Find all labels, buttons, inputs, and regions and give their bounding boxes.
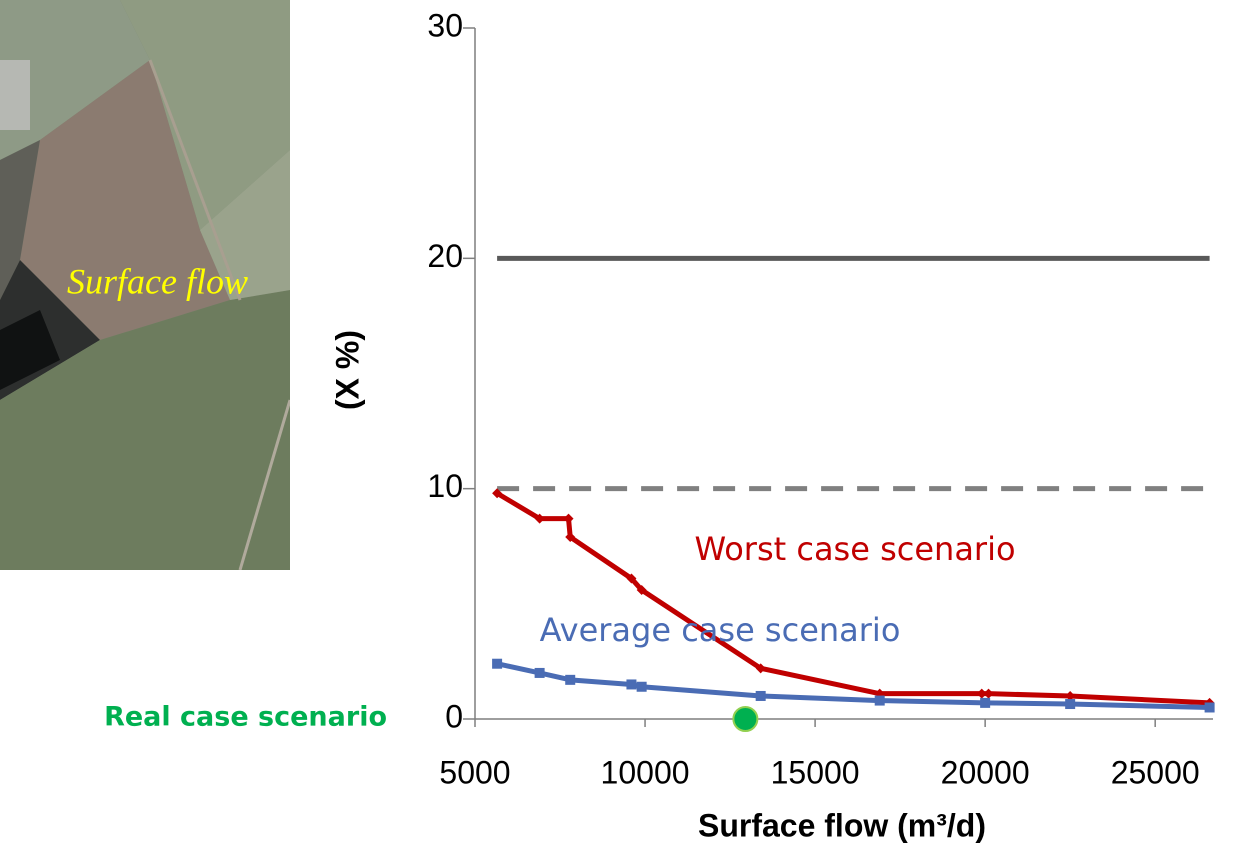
marker: [874, 695, 885, 706]
marker: [636, 585, 647, 596]
marker: [534, 513, 545, 524]
y-axis-label: (X %): [329, 330, 365, 410]
marker: [626, 573, 637, 584]
marker: [980, 697, 991, 708]
series-label: Average case scenario: [540, 611, 901, 649]
marker: [636, 681, 647, 692]
marker: [732, 706, 759, 732]
marker: [1204, 702, 1215, 713]
y-tick-label: 10: [427, 468, 463, 504]
marker: [534, 667, 545, 678]
marker: [755, 690, 766, 701]
marker: [1065, 690, 1076, 701]
y-tick-label: 30: [427, 7, 463, 43]
marker: [983, 688, 994, 699]
photo-label: Surface flow: [67, 261, 248, 301]
marker: [976, 688, 987, 699]
series-label: Real case scenario: [104, 702, 387, 733]
x-tick-label: 20000: [941, 754, 1030, 790]
series-line: [496, 661, 1210, 710]
series-line: [495, 491, 1210, 706]
x-tick-label: 15000: [771, 754, 860, 790]
marker: [755, 663, 766, 674]
y-tick-label: 20: [427, 238, 463, 274]
x-tick-label: 5000: [439, 754, 510, 790]
marker: [492, 658, 503, 669]
marker: [563, 513, 574, 524]
marker: [626, 679, 637, 690]
y-tick-label: 0: [445, 698, 463, 734]
aerial-photo: [0, 0, 290, 570]
marker: [565, 532, 576, 543]
x-axis-label: Surface flow (m³/d): [698, 807, 986, 843]
marker: [565, 674, 576, 685]
marker: [492, 488, 503, 499]
x-tick-label: 10000: [601, 754, 690, 790]
series-label: Worst case scenario: [694, 530, 1015, 568]
marker: [1065, 699, 1076, 710]
x-tick-label: 25000: [1111, 754, 1200, 790]
